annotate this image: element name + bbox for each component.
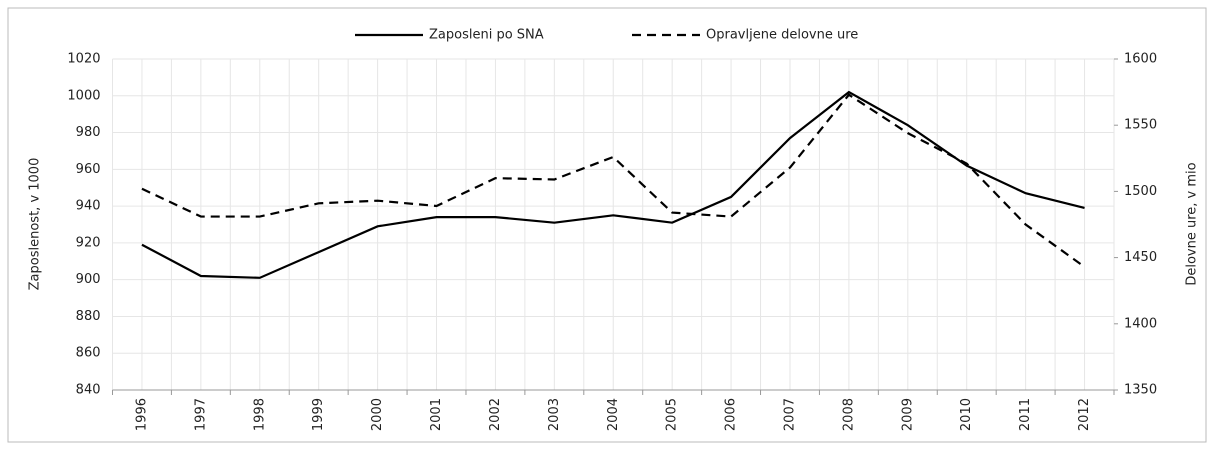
y-tick-label: 940	[76, 199, 101, 214]
y2-tick-label: 1450	[1124, 250, 1157, 265]
x-tick-label: 1999	[311, 398, 326, 431]
y-tick-label: 900	[76, 272, 101, 287]
y2-tick-label: 1550	[1124, 118, 1157, 133]
series-line	[141, 93, 1086, 268]
y2-tick-label: 1500	[1124, 184, 1157, 199]
x-tick-label: 2000	[370, 398, 385, 431]
x-tick-label: 2002	[488, 398, 503, 431]
x-tick-label: 1998	[252, 398, 267, 431]
x-tick-label: 2010	[959, 398, 974, 431]
x-tick-label: 2007	[782, 398, 797, 431]
x-tick-label: 2003	[547, 398, 562, 431]
y-axis-label: Zaposlenost, v 1000	[28, 158, 43, 291]
x-tick-label: 2011	[1018, 398, 1033, 431]
x-tick-label: 2004	[606, 398, 621, 431]
y-tick-label: 920	[76, 235, 101, 250]
x-tick-label: 2001	[429, 398, 444, 431]
x-tick-label: 1996	[134, 398, 149, 431]
y-tick-label: 1020	[67, 52, 100, 67]
x-tick-label: 1997	[193, 398, 208, 431]
y2-tick-label: 1600	[1124, 52, 1157, 67]
frame	[7, 7, 1207, 443]
x-tick-label: 2005	[665, 398, 680, 431]
y-tick-label: 1000	[67, 88, 100, 103]
x-tick-label: 2012	[1077, 398, 1092, 431]
series-line	[141, 90, 1085, 279]
y2-tick-label: 1400	[1124, 316, 1157, 331]
y-tick-label: 960	[76, 162, 101, 177]
y-tick-label: 840	[76, 383, 101, 398]
x-tick-label: 2006	[724, 398, 739, 431]
y-tick-label: 980	[76, 125, 101, 140]
legend-label: Zaposleni po SNA	[429, 28, 544, 43]
y2-tick-label: 1350	[1124, 383, 1157, 398]
x-tick-label: 2008	[841, 398, 856, 431]
x-tick-label: 2009	[900, 398, 915, 431]
y-tick-label: 880	[76, 309, 101, 324]
y-tick-label: 860	[76, 346, 101, 361]
legend-label: Opravljene delovne ure	[706, 28, 858, 43]
y2-axis-label: Delovne ure, v mio	[1185, 162, 1200, 285]
